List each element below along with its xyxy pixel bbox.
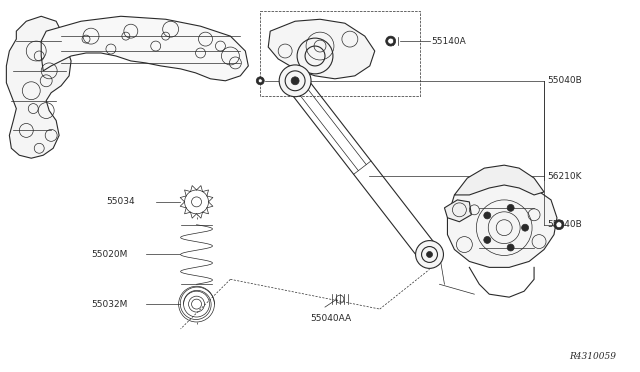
Polygon shape — [268, 19, 375, 79]
Text: 56210K: 56210K — [547, 172, 582, 181]
Text: 55032M: 55032M — [91, 299, 127, 309]
Circle shape — [388, 38, 394, 44]
Circle shape — [556, 222, 562, 228]
Circle shape — [507, 204, 514, 211]
Circle shape — [484, 212, 491, 219]
Polygon shape — [447, 182, 557, 267]
Text: 55040B: 55040B — [547, 76, 582, 85]
Circle shape — [507, 244, 514, 251]
Circle shape — [522, 224, 529, 231]
Polygon shape — [444, 200, 471, 222]
Text: 55040B: 55040B — [547, 220, 582, 229]
Circle shape — [554, 220, 564, 230]
Text: 55140A: 55140A — [431, 36, 467, 46]
Text: 55020M: 55020M — [91, 250, 127, 259]
Text: 55034: 55034 — [106, 198, 134, 206]
Circle shape — [426, 251, 433, 257]
Text: 55040AA: 55040AA — [310, 314, 351, 324]
Polygon shape — [6, 16, 71, 158]
Circle shape — [256, 77, 264, 85]
Circle shape — [415, 241, 444, 268]
Circle shape — [386, 36, 396, 46]
Polygon shape — [454, 165, 544, 195]
Circle shape — [259, 79, 262, 83]
Circle shape — [279, 65, 311, 97]
Circle shape — [484, 237, 491, 243]
Text: R4310059: R4310059 — [569, 352, 616, 361]
Polygon shape — [41, 16, 248, 81]
Circle shape — [291, 77, 299, 85]
